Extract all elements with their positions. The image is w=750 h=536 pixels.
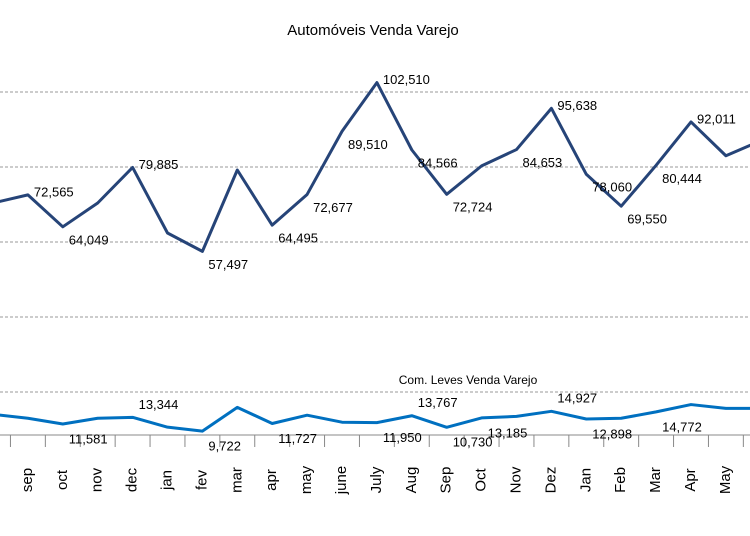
data-label: 10,730 xyxy=(453,435,493,450)
x-tick-label: Nov xyxy=(507,466,524,493)
x-tick-label: oct xyxy=(54,469,71,490)
data-label: 69,550 xyxy=(627,212,667,227)
data-label: 13,767 xyxy=(418,395,458,410)
data-label: 14,772 xyxy=(662,419,702,434)
data-label: 78,060 xyxy=(592,180,632,195)
data-label: 11,950 xyxy=(383,430,422,445)
data-label: 80,444 xyxy=(662,171,702,186)
line-series xyxy=(0,81,750,253)
x-tick-label: sep xyxy=(19,468,36,492)
data-label: 11,581 xyxy=(69,431,108,446)
x-tick-label: Aug xyxy=(403,467,420,494)
data-label: 11,727 xyxy=(278,431,317,446)
data-label: 72,724 xyxy=(453,200,493,215)
data-label: 64,495 xyxy=(278,231,318,246)
data-label: 84,566 xyxy=(418,155,458,170)
x-tick-label: june xyxy=(333,466,350,495)
data-label: 84,653 xyxy=(523,155,563,170)
x-tick-label: nov xyxy=(89,467,106,492)
x-tick-label: May xyxy=(717,465,734,494)
data-label: 13,185 xyxy=(488,425,528,440)
data-label: 89,510 xyxy=(348,137,388,152)
x-tick-label: may xyxy=(298,465,315,494)
data-label: 72,565 xyxy=(34,184,74,199)
data-label: 64,049 xyxy=(69,232,109,247)
data-label: 79,885 xyxy=(139,157,179,172)
x-tick-label: fev xyxy=(193,469,210,490)
x-tick-label: dec xyxy=(124,467,141,492)
x-tick-label: Jan xyxy=(577,468,594,492)
line-series xyxy=(0,403,750,433)
x-tick-label: Oct xyxy=(473,468,490,492)
x-tick-label: Apr xyxy=(682,468,699,491)
series-title: Com. Leves Venda Varejo xyxy=(399,373,538,387)
x-tick-label: Sep xyxy=(438,467,455,494)
x-tick-label: mar xyxy=(228,467,245,493)
data-label: 12,898 xyxy=(592,426,632,441)
x-tick-label: jan xyxy=(158,470,175,491)
x-tick-label: apr xyxy=(263,469,280,491)
data-label: 13,344 xyxy=(139,397,179,412)
data-label: 102,510 xyxy=(383,72,430,87)
data-label: 9,722 xyxy=(208,439,241,454)
data-label: 95,638 xyxy=(557,98,597,113)
data-label: 72,677 xyxy=(313,200,353,215)
chart-title: Automóveis Venda Varejo xyxy=(287,22,459,39)
data-label: 92,011 xyxy=(697,111,736,126)
data-label: 57,497 xyxy=(208,257,248,272)
x-tick-label: Feb xyxy=(612,467,629,493)
x-tick-label: Mar xyxy=(647,467,664,493)
data-label: 14,927 xyxy=(557,391,597,406)
x-tick-label: July xyxy=(368,466,385,493)
x-tick-label: Dez xyxy=(542,467,559,494)
